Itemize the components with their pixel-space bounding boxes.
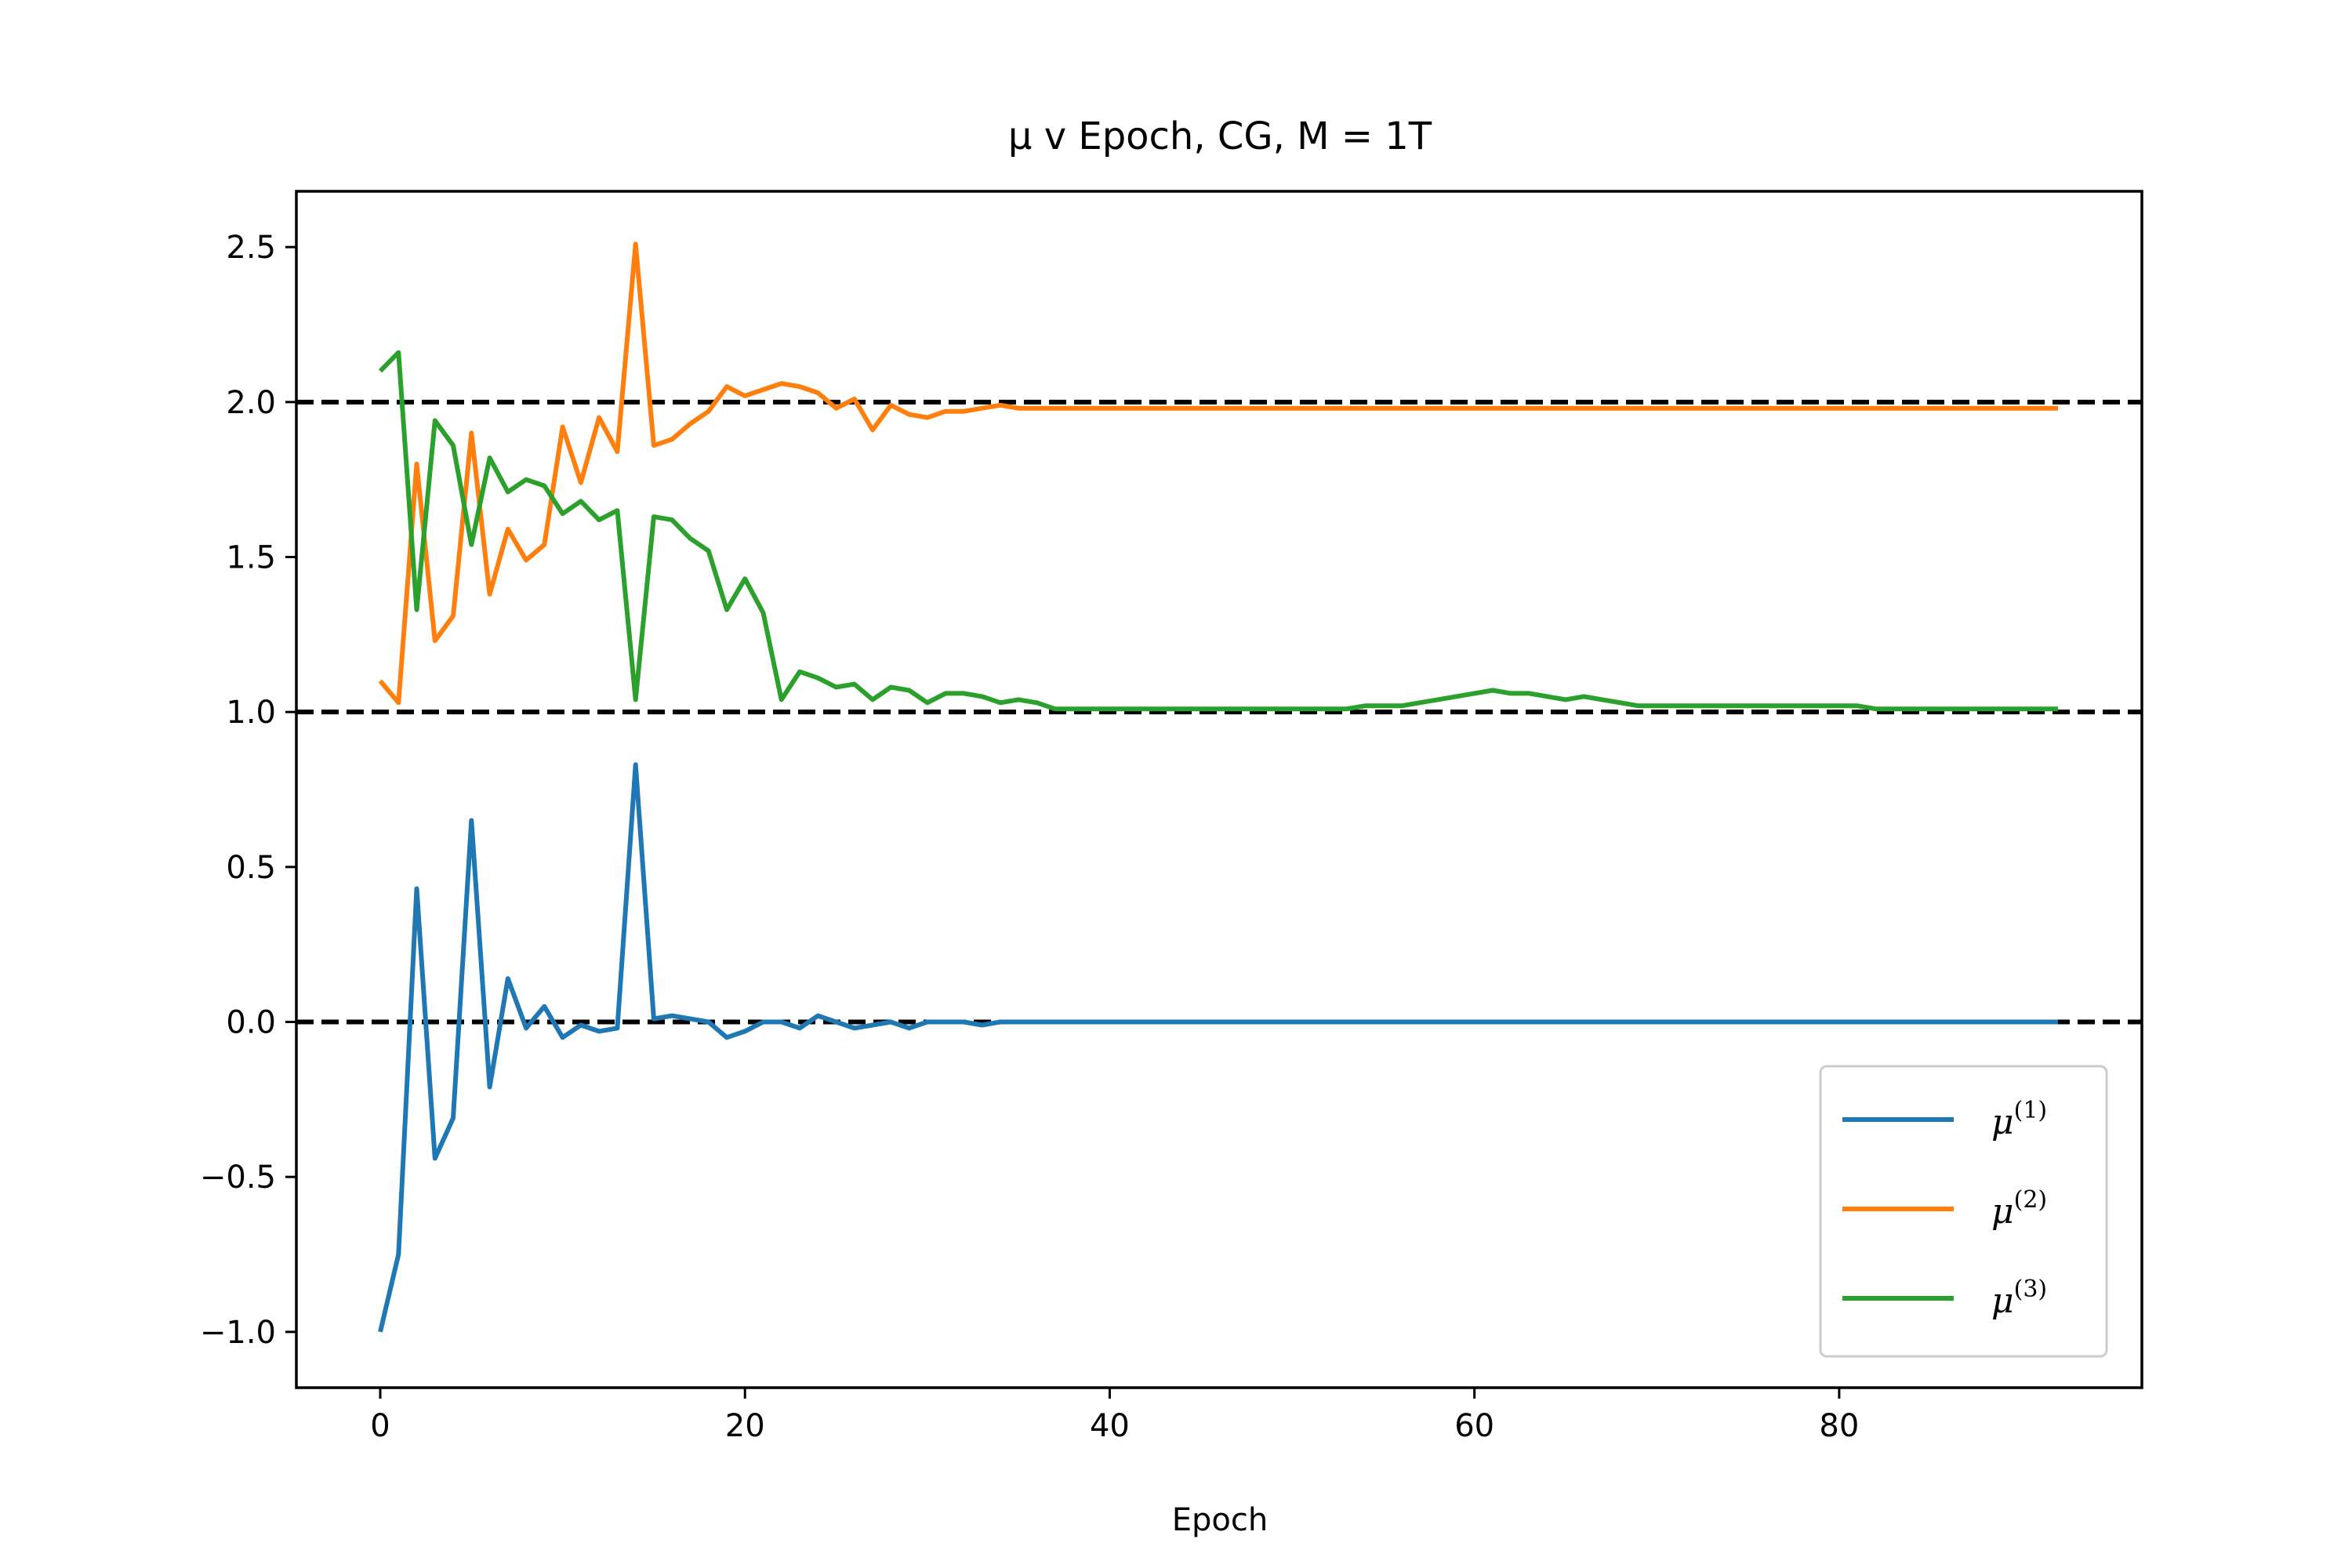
y-tick-label: 2.0 bbox=[226, 385, 276, 421]
x-tick-label: 60 bbox=[1454, 1408, 1494, 1444]
x-axis-label: Epoch bbox=[1172, 1502, 1268, 1538]
y-tick-label: 0.0 bbox=[226, 1005, 276, 1041]
x-tick-label: 40 bbox=[1090, 1408, 1130, 1444]
legend-label: μ(2) bbox=[1991, 1186, 2047, 1232]
y-axis: −1.0 −0.5 0.0 0.5 1.0 1.5 2.0 2.5 bbox=[200, 230, 296, 1351]
y-tick-label: 2.5 bbox=[226, 230, 276, 266]
legend-label: μ(3) bbox=[1991, 1276, 2047, 1321]
plot-area bbox=[295, 190, 2143, 1389]
x-tick-label: 0 bbox=[370, 1408, 390, 1444]
chart-title: μ v Epoch, CG, M = 1T bbox=[1008, 114, 1432, 158]
x-tick-label: 20 bbox=[725, 1408, 765, 1444]
y-tick-label: 1.5 bbox=[226, 539, 276, 575]
legend-box bbox=[1819, 1065, 2108, 1358]
x-tick-label: 80 bbox=[1819, 1408, 1859, 1444]
y-tick-label: 1.0 bbox=[226, 695, 276, 731]
series-line bbox=[378, 350, 2058, 712]
series-line bbox=[378, 241, 2058, 706]
y-tick-label: −0.5 bbox=[200, 1160, 276, 1196]
legend: μ(1) μ(2) μ(3) bbox=[1819, 1065, 2108, 1358]
y-tick-label: −1.0 bbox=[200, 1315, 276, 1351]
series-line bbox=[378, 762, 2058, 1333]
y-tick-label: 0.5 bbox=[226, 850, 276, 886]
legend-label: μ(1) bbox=[1991, 1097, 2047, 1142]
series-lines bbox=[378, 241, 2058, 1333]
x-axis: 0 20 40 60 80 bbox=[370, 1388, 1859, 1444]
plot-frame bbox=[295, 190, 2143, 1389]
